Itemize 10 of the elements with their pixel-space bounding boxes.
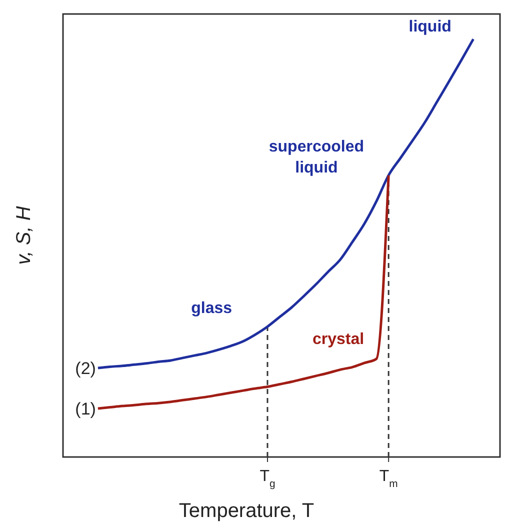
x-tick-label: T$_{m}$	[379, 468, 398, 490]
annotation: glass	[191, 300, 232, 318]
y-axis-title: v, S, H	[13, 206, 35, 265]
annotation: crystal	[312, 331, 364, 348]
x-tick-label: T$_{g}$	[260, 468, 276, 490]
series-label: (2)	[75, 358, 96, 378]
annotation: supercooled liquid	[268, 138, 364, 176]
x-axis-title: Temperature, T	[178, 500, 314, 522]
series-label: (1)	[75, 400, 96, 419]
text: liquid	[408, 18, 452, 36]
